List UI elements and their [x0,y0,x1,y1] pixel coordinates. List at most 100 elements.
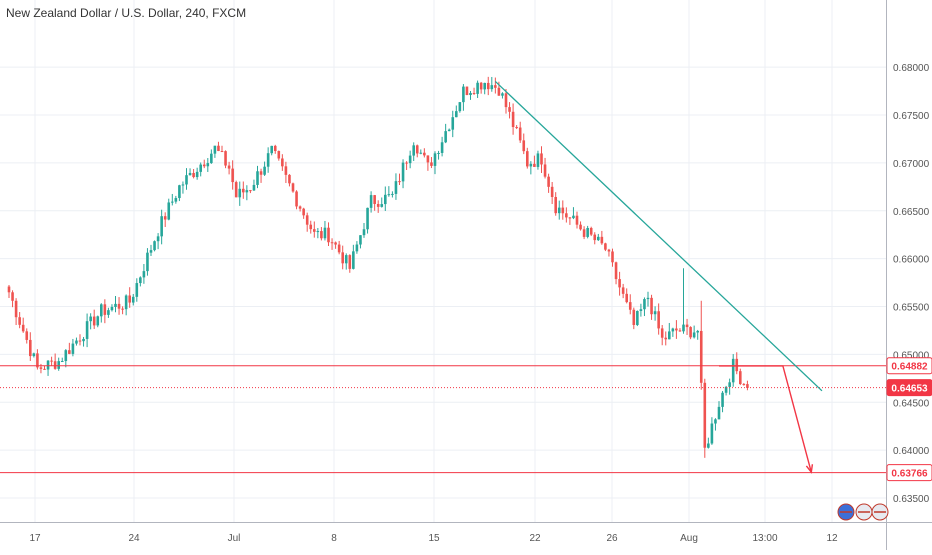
candle-body [217,145,220,152]
candle-body [103,304,107,315]
candle-body [160,216,163,237]
candle-body [451,117,455,130]
candle-body [710,423,714,444]
candle-body [618,279,621,288]
y-tick-label: 0.67500 [893,111,930,122]
candle-body [231,168,234,183]
candle-body [114,303,117,307]
candle-body [284,166,288,175]
candle-body [582,229,586,237]
candle-body [518,127,522,141]
candle-body [29,339,32,357]
candle-body [242,188,245,193]
candle-body [245,190,249,193]
candle-body [39,367,43,369]
candle-body [110,306,114,311]
x-tick-label: 22 [529,533,541,544]
candle-body [252,184,256,191]
x-tick-label: 17 [29,533,41,544]
candle-body [714,419,717,424]
candle-body [124,295,128,310]
candle-body [128,295,131,303]
y-tick-label: 0.68000 [893,63,930,74]
candle-body [696,330,699,333]
candle-body [668,331,671,340]
candle-body [543,164,547,177]
candle-body [671,328,675,332]
candle-body [540,153,543,165]
candle-body [565,213,568,218]
candle-body [327,227,330,243]
projection-arrow-head [805,464,814,474]
candle-body [270,145,273,154]
candle-body [302,208,305,216]
candle-body [455,111,458,118]
candle-body [25,331,29,340]
candle-body [511,111,515,128]
candle-body [685,324,689,328]
candle-body [259,171,263,175]
candle-body [305,215,309,225]
candle-body [621,287,625,294]
candle-body [504,93,508,108]
candle-body [430,162,433,166]
price-label-box [886,379,932,397]
candle-body [107,310,110,315]
candle-body [589,227,593,235]
candle-body [678,330,682,332]
candle-body [593,234,597,241]
candle-body [149,250,153,253]
candle-body [483,82,486,90]
chart-title: New Zealand Dollar / U.S. Dollar, 240, F… [6,6,247,20]
candle-body [330,242,334,244]
candle-body [171,201,174,203]
candle-body [394,181,398,194]
candle-body [650,297,653,315]
candle-body [220,151,224,153]
candle-body [423,152,426,156]
candle-body [121,308,124,310]
candle-body [479,82,483,90]
candle-body [415,145,419,154]
candle-body [572,215,575,219]
price-label: 0.64653 [891,384,928,395]
candle-body [699,330,703,383]
candle-body [50,360,53,362]
candle-body [7,286,11,293]
candle-body [188,172,192,176]
candle-body [96,316,100,326]
candle-body [210,153,213,164]
candle-body [185,175,188,185]
candle-body [366,207,369,230]
candle-body [341,252,344,264]
candle-body [401,162,405,182]
candle-body [256,171,259,185]
candle-body [117,303,121,309]
candle-body [46,360,50,370]
candle-body [57,361,60,369]
candle-body [639,309,643,311]
x-tick-label: 24 [128,533,140,544]
candle-body [643,299,646,310]
candle-body [234,182,238,198]
candle-body [163,216,167,220]
x-tick-label: 12 [826,533,838,544]
candle-body [529,163,533,167]
candle-body [465,86,469,96]
candle-body [266,153,270,167]
candle-body [526,151,529,167]
x-tick-label: 8 [331,533,337,544]
candle-body [657,311,660,329]
candle-body [174,198,178,202]
candle-body [376,203,380,207]
flag-icon-usd [855,503,873,521]
candle-body [607,249,611,252]
candle-body [408,155,412,164]
candle-body [153,241,156,251]
x-tick-label: 26 [606,533,618,544]
candle-body [92,316,96,326]
candle-body [85,321,89,339]
candle-body [412,145,415,156]
candle-body [497,87,501,96]
candle-body [199,164,202,172]
